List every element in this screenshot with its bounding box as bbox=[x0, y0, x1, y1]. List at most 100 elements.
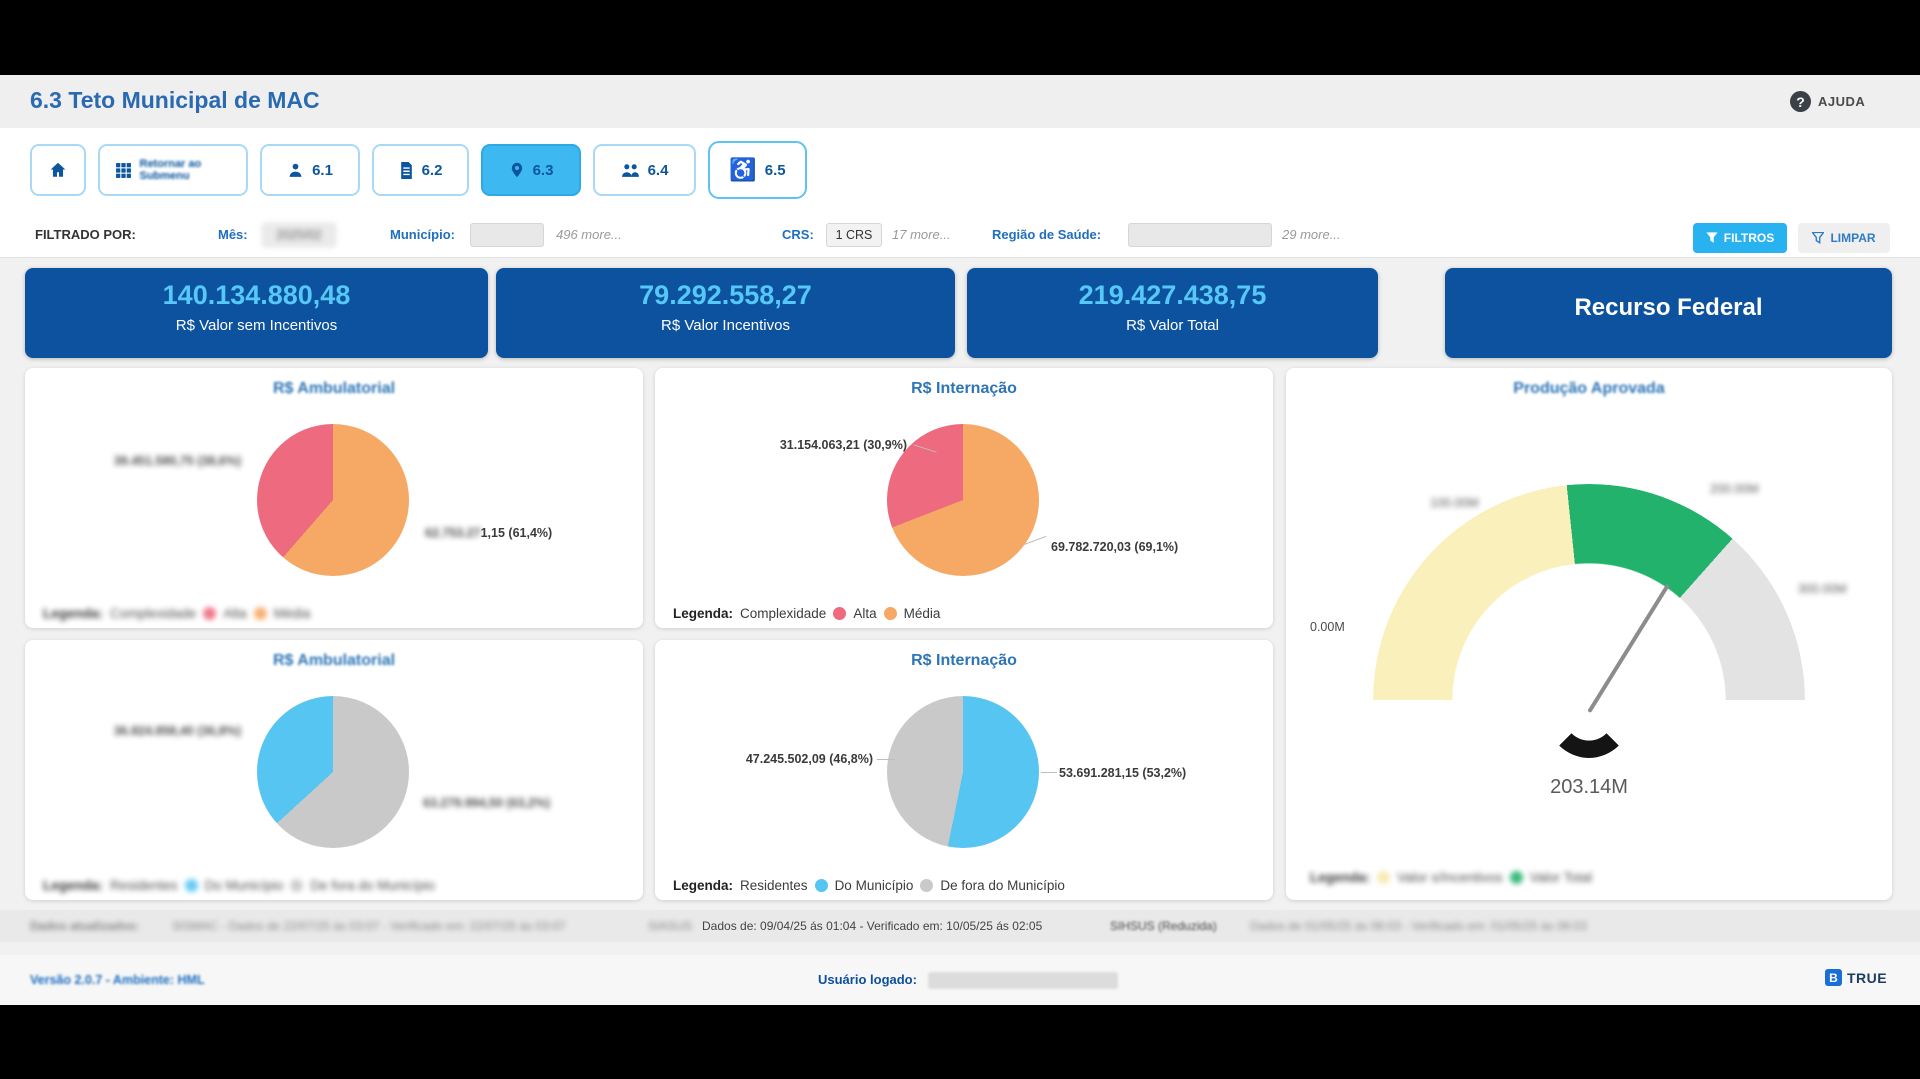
chart-title: R$ Ambulatorial bbox=[272, 380, 396, 397]
chart-legend: Legenda: Valor s/Incentivos Valor Total bbox=[1310, 870, 1592, 885]
logged-user-label: Usuário logado: bbox=[818, 972, 917, 987]
kpi-label: R$ Valor sem Incentivos bbox=[175, 317, 338, 334]
pie-chart-internacao-residentes[interactable] bbox=[887, 696, 1039, 848]
crs-value-chip[interactable]: 1 CRS bbox=[826, 223, 882, 247]
filter-label-regiao: Região de Saúde: bbox=[992, 227, 1102, 242]
chart-card-producao-aprovada: Produção Aprovada 0.00M 100.00M 200.00M … bbox=[1286, 368, 1892, 916]
kpi-label: R$ Valor Total bbox=[1126, 317, 1219, 334]
pie-chart-ambulatorial-residentes[interactable] bbox=[257, 696, 409, 848]
status-bar: Versão 2.0.7 - Ambiente: HML Usuário log… bbox=[0, 955, 1920, 1005]
tab-6-2[interactable]: 6.3 6.2 bbox=[372, 144, 469, 196]
letterbox-bottom bbox=[0, 1005, 1920, 1079]
tab-6-5[interactable]: ♿ 6.5 bbox=[708, 141, 807, 199]
legend-dot-alta bbox=[203, 607, 217, 620]
sihsus-info: Dados de 01/05/25 ás 06:03 - Verificado … bbox=[1250, 919, 1587, 933]
legend-category: Residentes bbox=[110, 878, 178, 893]
legend-dot-valor-total bbox=[1509, 871, 1523, 884]
brand: B TRUE bbox=[1825, 969, 1887, 986]
chart-card-internacao-residentes: R$ Internação 47.245.502,09 (46,8%) 53.6… bbox=[655, 640, 1273, 900]
chart-legend: Legenda: Complexidade Alta Média bbox=[673, 606, 940, 621]
legend-item: Alta bbox=[223, 606, 247, 621]
sismac-info: SISMAC - Dados de 22/07/25 ás 03:07 - Ve… bbox=[172, 919, 566, 933]
legend-dot-de-fora bbox=[920, 879, 934, 892]
person-icon bbox=[289, 163, 302, 177]
brand-logo-icon: B bbox=[1825, 969, 1842, 986]
kpi-card-recurso-federal: Recurso Federal bbox=[1445, 268, 1892, 358]
legend-dot-do-municipio bbox=[814, 879, 828, 892]
legend-dot-de-fora bbox=[290, 879, 304, 892]
callout-line bbox=[1041, 772, 1057, 773]
clear-filters-button-label: LIMPAR bbox=[1830, 231, 1876, 245]
help-icon: ? bbox=[1790, 91, 1811, 112]
legend-item: Média bbox=[903, 606, 941, 621]
chart-legend: Legenda: Residentes Do Município De fora… bbox=[673, 878, 1065, 893]
legend-item: De fora do Município bbox=[940, 878, 1065, 893]
kpi-label: Recurso Federal bbox=[1574, 294, 1763, 321]
legend-dot-valor-s-incentivos bbox=[1377, 871, 1391, 884]
brand-name: TRUE bbox=[1847, 969, 1888, 986]
chart-title: R$ Internação bbox=[911, 652, 1017, 669]
callout-clear-part: 1,15 (61,4%) bbox=[480, 526, 553, 540]
data-update-bar: Dados atualizados: SISMAC - Dados de 22/… bbox=[0, 910, 1920, 942]
legend-item: Valor s/Incentivos bbox=[1397, 870, 1503, 885]
legend-dot-media bbox=[883, 607, 897, 620]
kpi-value: 140.134.880,48 bbox=[162, 280, 351, 310]
kpi-card-valor-total: 219.427.438,75 R$ Valor Total bbox=[967, 268, 1378, 358]
filter-label-municipio: Município: bbox=[390, 227, 455, 242]
legend-item: De fora do Município bbox=[310, 878, 435, 893]
mes-value-chip[interactable]: 2025/02 bbox=[262, 223, 336, 247]
kpi-card-valor-incentivos: 79.292.558,27 R$ Valor Incentivos bbox=[496, 268, 955, 358]
legend-category: Residentes bbox=[740, 878, 808, 893]
chart-card-ambulatorial-residentes: R$ Ambulatorial 36.824.858,40 (36,8%) 63… bbox=[25, 640, 643, 900]
version-label: Versão 2.0.7 - Ambiente: HML bbox=[30, 973, 205, 987]
legend-category: Complexidade bbox=[110, 606, 197, 621]
tab-6-1[interactable]: 6.1 bbox=[260, 144, 360, 196]
siasus-name: SIASUS bbox=[648, 919, 693, 933]
clear-filter-icon bbox=[1812, 232, 1825, 244]
crs-more: 17 more... bbox=[892, 227, 951, 242]
clear-filters-button[interactable]: LIMPAR bbox=[1798, 223, 1890, 253]
tab-6-3[interactable]: 6.3 bbox=[481, 144, 581, 196]
legend-label: Legenda: bbox=[43, 878, 104, 893]
gauge-tick: 100.00M bbox=[1430, 496, 1479, 510]
regiao-value-chip[interactable] bbox=[1128, 223, 1272, 247]
help-button[interactable]: ? AJUDA bbox=[1790, 91, 1865, 112]
filter-label-crs: CRS: bbox=[782, 227, 814, 242]
tab-home[interactable] bbox=[30, 144, 86, 196]
chart-card-ambulatorial-complexidade: R$ Ambulatorial 39.451.580,75 (38,6%) 62… bbox=[25, 368, 643, 628]
filter-icon bbox=[1706, 232, 1718, 243]
tab-label: Retornar ao Submenu bbox=[139, 158, 202, 182]
regiao-more: 29 more... bbox=[1282, 227, 1341, 242]
grid-icon bbox=[115, 162, 131, 178]
home-icon bbox=[50, 162, 66, 177]
chart-title: R$ Internação bbox=[911, 380, 1017, 397]
filter-prefix: FILTRADO POR: bbox=[35, 227, 136, 242]
legend-label: Legenda: bbox=[673, 878, 734, 893]
filters-button[interactable]: FILTROS bbox=[1693, 223, 1787, 253]
gauge-tick: 300.00M bbox=[1798, 582, 1847, 596]
kpi-card-valor-sem-incentivos: 140.134.880,48 R$ Valor sem Incentivos bbox=[25, 268, 488, 358]
legend-label: Legenda: bbox=[43, 606, 104, 621]
chart-title: R$ Ambulatorial bbox=[272, 652, 396, 669]
legend-label: Legenda: bbox=[673, 606, 734, 621]
tab-retornar-submenu[interactable]: Retornar ao Submenu bbox=[98, 144, 248, 196]
chart-legend: Legenda: Complexidade Alta Média bbox=[43, 606, 310, 621]
pie-chart-ambulatorial-complexidade[interactable] bbox=[257, 424, 409, 576]
municipio-value-chip[interactable] bbox=[470, 223, 544, 247]
kpi-value: 219.427.438,75 bbox=[1078, 280, 1267, 310]
tab-6-4[interactable]: 6.4 bbox=[593, 144, 696, 196]
legend-category: Complexidade bbox=[740, 606, 827, 621]
help-label: AJUDA bbox=[1818, 94, 1866, 109]
legend-label: Legenda: bbox=[1310, 870, 1371, 885]
municipio-more: 496 more... bbox=[556, 227, 622, 242]
pie-callout: 63.279.994,50 (63,2%) bbox=[423, 796, 551, 810]
legend-item: Média bbox=[273, 606, 311, 621]
gauge-tick: 200.00M bbox=[1710, 482, 1759, 496]
pie-callout: 53.691.281,15 (53,2%) bbox=[1059, 766, 1187, 780]
filters-button-label: FILTROS bbox=[1723, 231, 1775, 245]
filter-label-mes: Mês: bbox=[218, 227, 248, 242]
tab-label: 6.1 bbox=[312, 161, 333, 179]
siasus-info: Dados de: 09/04/25 ás 01:04 - Verificado… bbox=[702, 919, 1043, 933]
pie-chart-internacao-complexidade[interactable] bbox=[887, 424, 1039, 576]
